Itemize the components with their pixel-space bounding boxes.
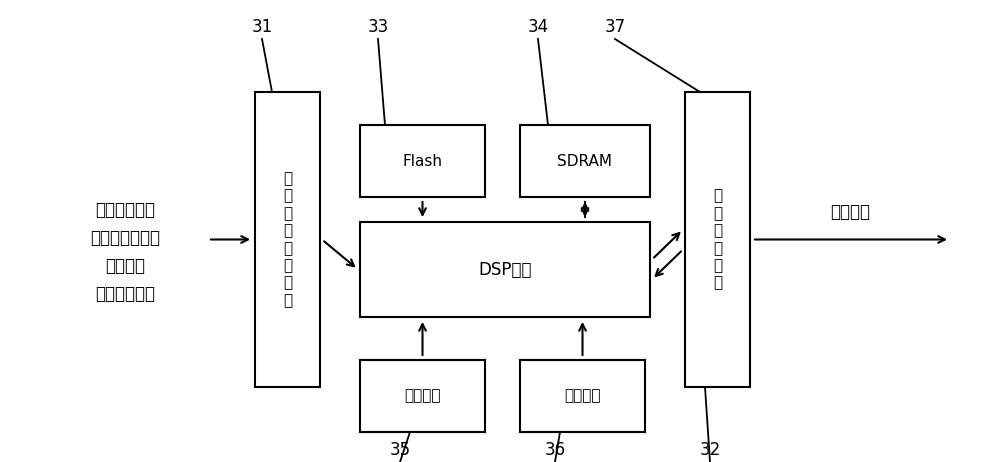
Text: 姿态信息: 姿态信息 — [830, 202, 870, 220]
Text: 31: 31 — [251, 18, 273, 36]
Text: 星光矢量信息: 星光矢量信息 — [95, 201, 155, 219]
Bar — [360, 360, 485, 432]
Text: DSP芯片: DSP芯片 — [478, 261, 532, 279]
Text: 电
平
转
换
接
口
电
路: 电 平 转 换 接 口 电 路 — [283, 171, 292, 308]
Bar — [360, 125, 485, 197]
Text: 32: 32 — [699, 441, 721, 459]
Bar — [255, 92, 320, 387]
Bar — [520, 125, 650, 197]
Text: Flash: Flash — [402, 153, 442, 169]
Text: 34: 34 — [527, 18, 549, 36]
Text: 37: 37 — [604, 18, 626, 36]
Text: 陀螺信息: 陀螺信息 — [105, 256, 145, 274]
Text: 33: 33 — [367, 18, 389, 36]
Text: 时钟电路: 时钟电路 — [564, 389, 601, 403]
Text: 36: 36 — [544, 441, 566, 459]
Text: 串
口
扩
展
模
块: 串 口 扩 展 模 块 — [713, 188, 722, 291]
Bar — [520, 360, 645, 432]
Bar — [360, 222, 650, 317]
Text: 磁场矢量信息: 磁场矢量信息 — [95, 285, 155, 303]
Text: 35: 35 — [389, 441, 411, 459]
Text: SDRAM: SDRAM — [558, 153, 612, 169]
Text: 太阳光矢量信息: 太阳光矢量信息 — [90, 229, 160, 247]
Text: 电源模块: 电源模块 — [404, 389, 441, 403]
Bar — [685, 92, 750, 387]
